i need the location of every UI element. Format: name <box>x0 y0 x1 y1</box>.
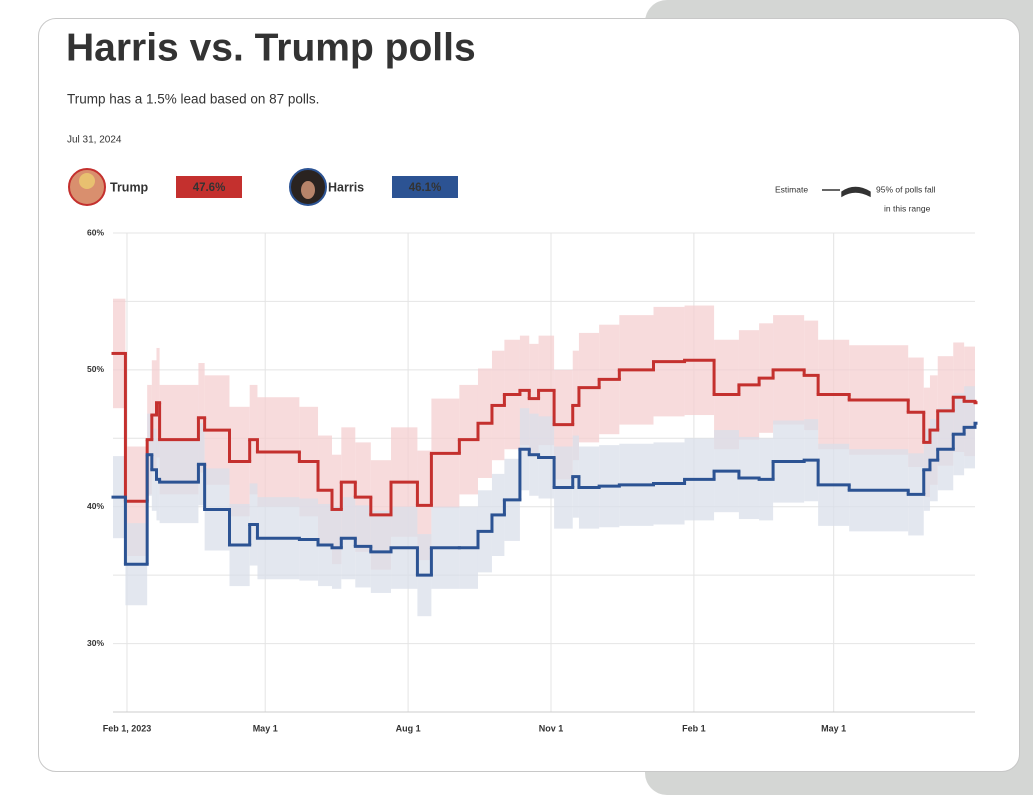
legend-value: 46.1% <box>409 182 442 194</box>
range-label: 95% of polls fall <box>876 184 936 194</box>
x-tick-label: Feb 1, 2023 <box>103 723 152 733</box>
x-tick-label: May 1 <box>253 723 278 733</box>
subtitle: Trump has a 1.5% lead based on 87 polls. <box>67 92 319 107</box>
range-label: in this range <box>884 203 931 213</box>
legend-value: 47.6% <box>193 182 226 194</box>
x-tick-label: Aug 1 <box>396 723 421 733</box>
date: Jul 31, 2024 <box>67 135 122 146</box>
y-tick-label: 60% <box>87 227 104 237</box>
legend-badge <box>392 176 458 198</box>
y-tick-label: 50% <box>87 364 104 374</box>
legend-name: Harris <box>328 180 364 194</box>
y-tick-label: 40% <box>87 501 104 511</box>
y-tick-label: 30% <box>87 638 104 648</box>
legend-name: Trump <box>110 180 149 194</box>
avatar-hair <box>79 173 95 189</box>
avatar-face <box>301 181 315 199</box>
x-tick-label: Feb 1 <box>682 723 706 733</box>
estimate-label: Estimate <box>775 184 808 194</box>
x-tick-label: Nov 1 <box>539 723 564 733</box>
legend-badge <box>176 176 242 198</box>
estimate-icon <box>822 186 871 198</box>
x-tick-label: May 1 <box>821 723 846 733</box>
chart-title: Harris vs. Trump polls <box>66 26 476 69</box>
